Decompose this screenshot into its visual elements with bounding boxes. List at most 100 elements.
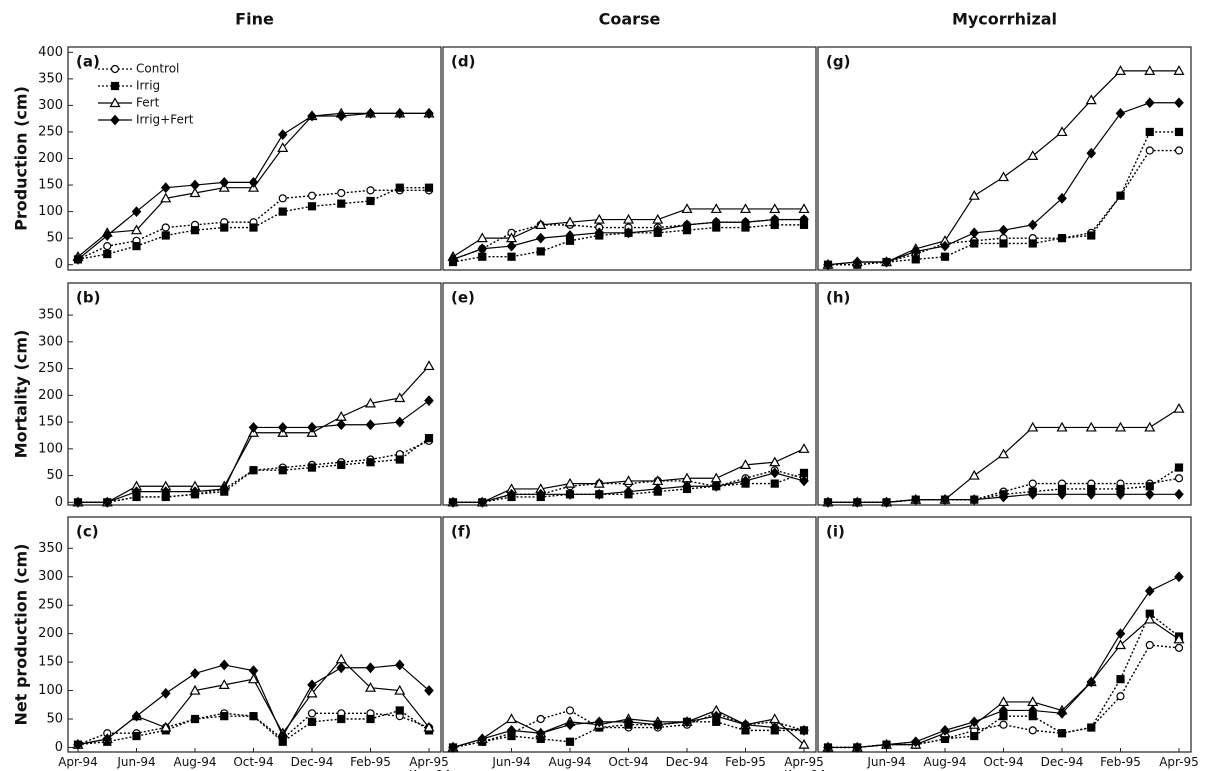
marker [160,721,172,732]
marker [594,716,605,728]
marker [249,712,258,721]
marker [1144,97,1155,109]
y-tick-label: 100 [38,683,63,698]
marker [535,219,547,229]
marker [565,719,575,731]
marker [190,486,200,498]
marker [477,733,488,745]
marker [1057,707,1067,719]
legend-marker [110,81,120,91]
marker [364,681,377,692]
panel-frame [817,282,1192,506]
marker [1087,231,1096,240]
marker [277,142,289,152]
marker [1027,421,1039,432]
marker [249,223,258,232]
y-tick-label: 150 [38,415,63,430]
marker [681,203,693,214]
marker [911,255,920,264]
x-tick-label: Jun-94 [867,755,906,769]
y-tick-label: 150 [38,178,63,193]
marker [335,411,347,421]
marker [337,188,346,198]
marker [1028,479,1037,488]
panel-label: (i) [826,523,845,541]
marker [1057,488,1067,500]
marker [968,189,980,200]
marker [1115,628,1126,640]
marker [970,239,979,248]
marker [365,419,376,431]
x-tick-label: Dec-94 [665,755,709,769]
marker [131,710,142,722]
marker [1086,676,1097,688]
marker [394,659,405,671]
marker [73,739,83,751]
column-title: Coarse [599,10,661,29]
marker [1145,127,1154,137]
marker [161,231,170,240]
marker [1116,692,1125,701]
marker [997,448,1010,459]
marker [1057,234,1067,243]
marker [424,395,434,407]
x-tick-label: Dec-94 [1040,755,1084,769]
marker [307,110,317,122]
panel-frame [442,282,817,506]
marker [998,224,1009,236]
marker [1174,146,1184,155]
y-tick-label: 50 [46,231,63,246]
marker [622,213,635,224]
marker [564,477,576,488]
y-tick-label: 300 [38,334,63,349]
x-tick-label: Oct-94 [608,755,649,769]
marker [970,731,979,741]
marker [366,714,375,724]
marker [1085,421,1097,432]
marker [852,742,863,753]
marker [1027,488,1038,500]
marker [910,246,921,257]
marker [219,483,230,495]
marker [1144,488,1155,500]
marker [160,687,171,699]
marker [998,705,1009,716]
marker [102,230,113,241]
panel-frame [817,516,1192,753]
marker [769,713,781,724]
marker [1144,585,1155,597]
marker [1056,126,1068,137]
x-tick-label: Apr-95 [1159,755,1199,769]
marker [652,213,664,224]
y-tick-label: 0 [55,257,63,272]
y-tick-label: 0 [55,740,63,755]
marker [424,107,434,119]
marker [248,422,259,433]
marker [132,731,141,741]
marker [594,227,605,239]
y-tick-label: 300 [38,98,63,113]
marker [190,714,200,724]
marker [366,458,375,467]
marker [1056,421,1068,432]
marker [881,739,892,751]
marker [247,673,260,684]
marker [160,182,171,194]
x-tick-label: Oct-94 [233,755,274,769]
marker [852,496,863,508]
marker [740,216,751,228]
marker [366,186,375,195]
y-tick-label: 250 [38,361,63,376]
marker [594,488,605,500]
marker [190,668,200,679]
marker [423,360,435,371]
marker [190,226,200,235]
marker [1028,726,1037,735]
marker [505,713,518,724]
marker [364,397,377,408]
panel-label: (h) [826,289,850,307]
marker [394,107,405,119]
marker [277,730,288,742]
marker [997,171,1010,182]
marker [799,724,809,736]
